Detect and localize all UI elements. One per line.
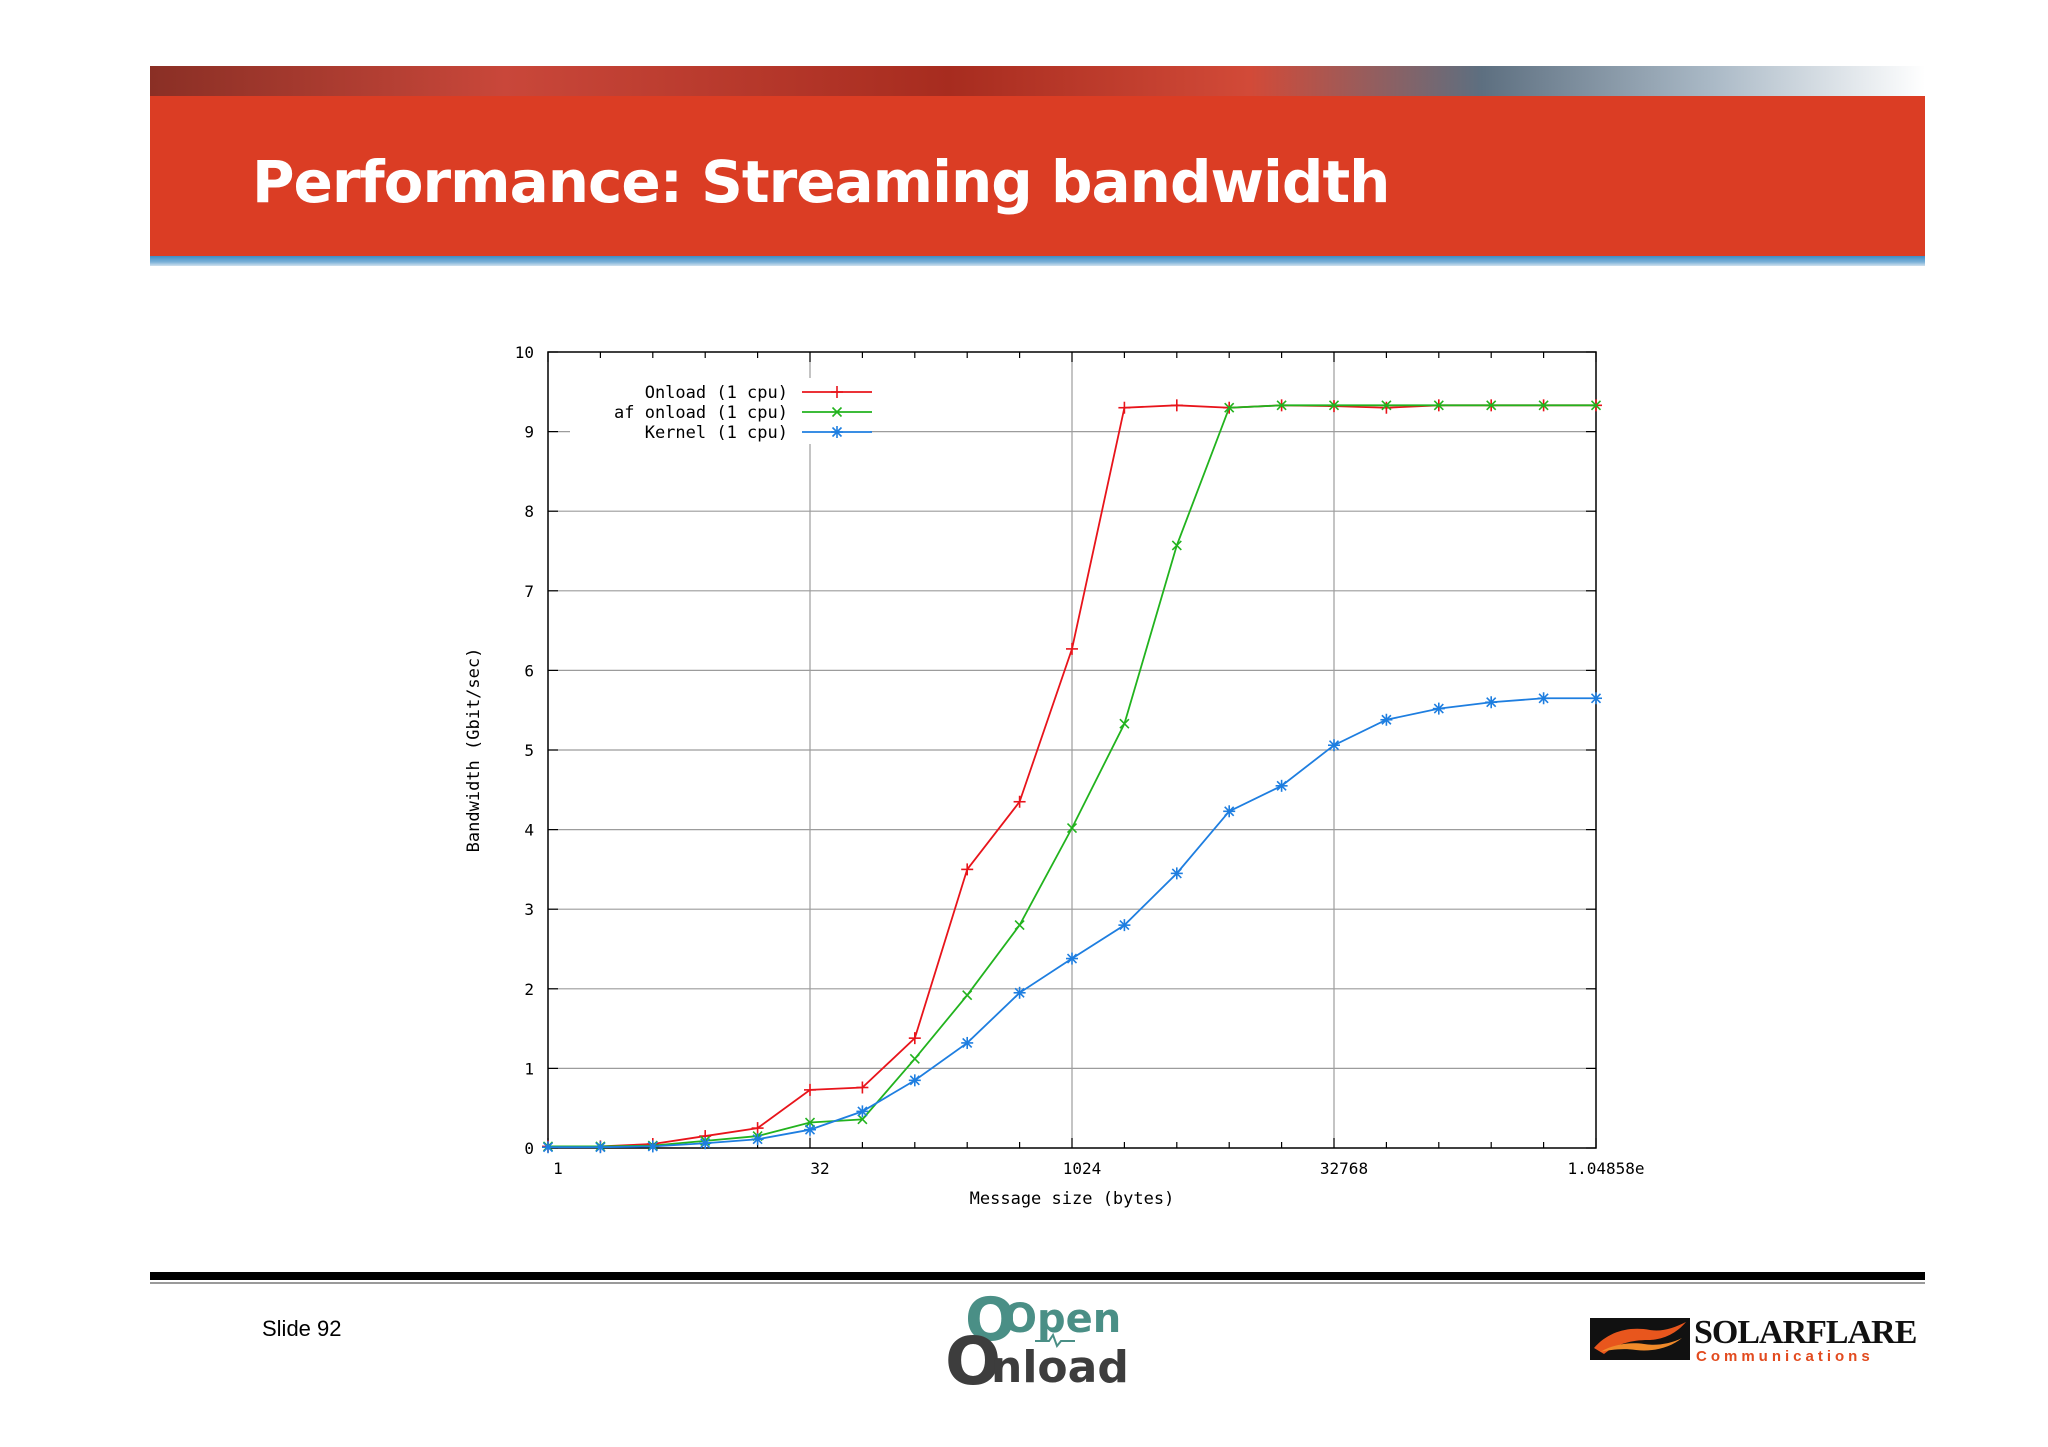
data-point-kernel-1-cpu bbox=[1223, 805, 1236, 818]
legend-marker-kernel-1-cpu bbox=[831, 426, 843, 438]
data-point-kernel-1-cpu bbox=[1485, 696, 1498, 709]
data-point-onload-1-cpu bbox=[961, 863, 974, 876]
openonload-logo-onload-o: O bbox=[945, 1323, 1001, 1400]
data-point-af-onload-1-cpu bbox=[1224, 402, 1235, 413]
data-point-kernel-1-cpu bbox=[1328, 739, 1340, 752]
data-point-kernel-1-cpu bbox=[1170, 867, 1183, 880]
data-point-onload-1-cpu bbox=[1066, 642, 1078, 655]
data-point-kernel-1-cpu bbox=[1275, 779, 1288, 792]
data-point-af-onload-1-cpu bbox=[857, 1114, 868, 1125]
solarflare-subtitle: Communications bbox=[1696, 1348, 1874, 1365]
y-tick-label: 8 bbox=[524, 502, 534, 521]
data-point-af-onload-1-cpu bbox=[1486, 400, 1497, 411]
data-point-af-onload-1-cpu bbox=[1381, 400, 1392, 411]
y-tick-label: 6 bbox=[524, 661, 534, 680]
data-point-kernel-1-cpu bbox=[646, 1140, 659, 1153]
data-point-kernel-1-cpu bbox=[1590, 692, 1602, 705]
header-banner-image bbox=[150, 66, 1925, 96]
openonload-logo: O Open O nload bbox=[945, 1285, 1129, 1400]
data-point-af-onload-1-cpu bbox=[804, 1117, 816, 1128]
data-point-kernel-1-cpu bbox=[1118, 919, 1131, 932]
footer-rule bbox=[150, 1272, 1925, 1280]
x-tick-label: 1.04858e bbox=[1567, 1159, 1644, 1178]
solarflare-logo: SOLARFLARE Communications bbox=[1590, 1314, 1917, 1366]
y-tick-label: 3 bbox=[524, 900, 534, 919]
legend-marker-onload-1-cpu bbox=[831, 386, 843, 398]
data-point-onload-1-cpu bbox=[1170, 399, 1183, 412]
data-point-kernel-1-cpu bbox=[804, 1123, 816, 1136]
openonload-logo-top: Open bbox=[1003, 1296, 1121, 1342]
openonload-logo-bottom: nload bbox=[991, 1342, 1129, 1393]
data-point-af-onload-1-cpu bbox=[1590, 400, 1602, 411]
chart-grid bbox=[548, 352, 1596, 1148]
data-point-af-onload-1-cpu bbox=[1276, 400, 1287, 411]
data-point-kernel-1-cpu bbox=[594, 1141, 607, 1154]
data-point-kernel-1-cpu bbox=[1432, 702, 1445, 715]
y-tick-label: 10 bbox=[515, 343, 534, 362]
title-bar bbox=[150, 96, 1925, 256]
legend-marker-af-onload-1-cpu bbox=[831, 406, 843, 418]
data-point-kernel-1-cpu bbox=[542, 1141, 554, 1154]
y-tick-label: 0 bbox=[524, 1139, 534, 1158]
x-axis-label: Message size (bytes) bbox=[970, 1189, 1175, 1209]
data-point-af-onload-1-cpu bbox=[909, 1053, 920, 1064]
data-point-kernel-1-cpu bbox=[856, 1105, 869, 1118]
y-tick-label: 7 bbox=[524, 582, 534, 601]
y-tick-label: 4 bbox=[524, 821, 534, 840]
chart-series bbox=[542, 399, 1602, 1154]
y-tick-label: 5 bbox=[524, 741, 534, 760]
legend-label-kernel-1-cpu: Kernel (1 cpu) bbox=[645, 423, 788, 443]
y-tick-label: 1 bbox=[524, 1059, 534, 1078]
footer-rule-thin bbox=[150, 1282, 1925, 1284]
data-point-af-onload-1-cpu bbox=[1119, 718, 1130, 729]
title-bar-stripe bbox=[150, 256, 1925, 266]
data-point-af-onload-1-cpu bbox=[1433, 400, 1444, 411]
legend-label-onload-1-cpu: Onload (1 cpu) bbox=[645, 383, 788, 403]
data-point-onload-1-cpu bbox=[751, 1122, 764, 1135]
x-tick-label: 1024 bbox=[1063, 1159, 1102, 1178]
x-tick-label: 32768 bbox=[1320, 1159, 1368, 1178]
solarflare-flame-icon bbox=[1590, 1318, 1690, 1360]
data-point-kernel-1-cpu bbox=[1537, 692, 1550, 705]
x-tick-label: 1 bbox=[553, 1159, 563, 1178]
data-point-af-onload-1-cpu bbox=[1014, 920, 1025, 931]
data-point-af-onload-1-cpu bbox=[1171, 540, 1182, 551]
data-point-onload-1-cpu bbox=[1118, 401, 1131, 414]
openonload-wave-icon bbox=[1035, 1332, 1075, 1349]
legend-label-af-onload-1-cpu: af onload (1 cpu) bbox=[614, 403, 788, 423]
y-tick-label: 9 bbox=[524, 423, 534, 442]
y-tick-label: 2 bbox=[524, 980, 534, 999]
data-point-kernel-1-cpu bbox=[1013, 986, 1026, 999]
chart-legend: Onload (1 cpu)af onload (1 cpu)Kernel (1… bbox=[570, 378, 872, 444]
data-point-kernel-1-cpu bbox=[751, 1133, 764, 1146]
slide-title: Performance: Streaming bandwidth bbox=[252, 148, 1390, 216]
data-point-af-onload-1-cpu bbox=[962, 990, 973, 1001]
data-point-af-onload-1-cpu bbox=[1066, 822, 1078, 834]
legend-box bbox=[570, 378, 870, 444]
data-point-kernel-1-cpu bbox=[908, 1074, 921, 1087]
slide-number: Slide 92 bbox=[262, 1316, 342, 1341]
data-point-onload-1-cpu bbox=[1380, 401, 1393, 414]
data-point-kernel-1-cpu bbox=[699, 1137, 712, 1150]
data-point-kernel-1-cpu bbox=[961, 1036, 974, 1049]
data-point-kernel-1-cpu bbox=[1066, 952, 1078, 965]
data-point-onload-1-cpu bbox=[1013, 795, 1026, 808]
y-axis-label: Bandwidth (Gbit/sec) bbox=[464, 648, 484, 853]
data-point-af-onload-1-cpu bbox=[1538, 400, 1549, 411]
x-tick-label: 32 bbox=[810, 1159, 829, 1178]
openonload-logo-open-o: O bbox=[965, 1285, 1016, 1355]
data-point-af-onload-1-cpu bbox=[1328, 400, 1340, 411]
data-point-onload-1-cpu bbox=[856, 1081, 869, 1094]
solarflare-name: SOLARFLARE bbox=[1694, 1314, 1917, 1351]
data-point-kernel-1-cpu bbox=[1380, 713, 1393, 726]
data-point-onload-1-cpu bbox=[804, 1083, 816, 1096]
data-point-onload-1-cpu bbox=[908, 1032, 921, 1045]
